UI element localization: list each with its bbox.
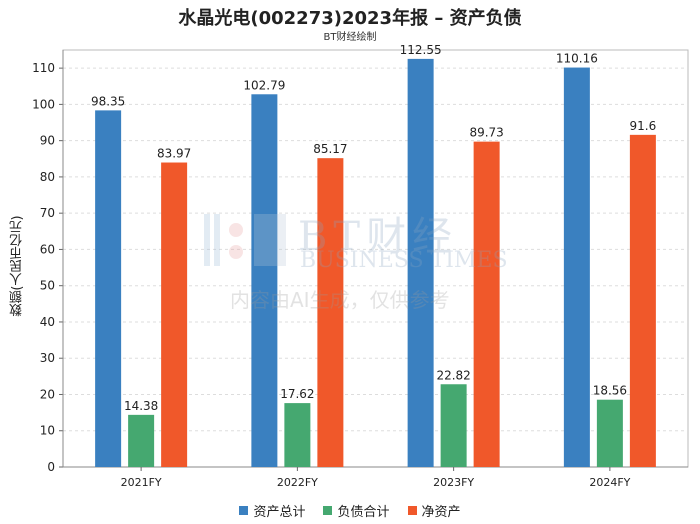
y-tick-label: 60 (40, 242, 55, 256)
bar-net-assets (161, 162, 188, 468)
legend-swatch-total-assets (239, 506, 249, 515)
y-tick-label: 20 (40, 387, 55, 401)
legend-label-net-assets: 净资产 (421, 505, 461, 520)
legend-label-total-liabilities: 负债合计 (337, 505, 390, 520)
y-tick-label: 30 (40, 351, 55, 365)
legend-item-total-liabilities[interactable]: 负债合计 (323, 501, 390, 520)
legend-item-net-assets[interactable]: 净资产 (407, 501, 461, 520)
x-tick-label: 2022FY (277, 476, 318, 489)
data-label-net-assets: 91.6 (630, 119, 657, 133)
legend-label-total-assets: 资产总计 (253, 505, 306, 520)
y-tick-label: 50 (40, 279, 55, 293)
bar-net-assets (317, 158, 344, 467)
y-tick-label: 70 (40, 206, 55, 220)
x-tick-label: 2021FY (121, 476, 162, 489)
y-tick-label: 100 (32, 97, 55, 111)
data-label-total-liabilities: 14.38 (124, 399, 158, 413)
x-tick-label: 2023FY (433, 476, 474, 489)
data-label-total-assets: 112.55 (400, 43, 442, 57)
bar-total-liabilities (440, 384, 467, 467)
bar-total-assets (95, 110, 122, 467)
y-tick-label: 10 (40, 424, 55, 438)
bar-total-liabilities (128, 414, 155, 467)
bar-net-assets (629, 134, 656, 467)
data-label-total-liabilities: 22.82 (436, 368, 470, 382)
y-tick-label: 40 (40, 315, 55, 329)
data-label-total-assets: 110.16 (556, 52, 598, 66)
bar-total-assets (407, 58, 434, 467)
x-tick-label: 2024FY (589, 476, 630, 489)
data-label-net-assets: 85.17 (313, 142, 347, 156)
bar-net-assets (473, 141, 500, 467)
bar-total-liabilities (284, 403, 311, 467)
y-tick-label: 90 (40, 134, 55, 148)
bar-total-liabilities (596, 399, 623, 467)
data-label-net-assets: 83.97 (157, 147, 191, 161)
chart-legend: 资产总计 负债合计 净资产 (0, 501, 700, 520)
legend-swatch-net-assets (407, 506, 417, 515)
legend-item-total-assets[interactable]: 资产总计 (239, 501, 305, 520)
y-tick-label: 80 (40, 170, 55, 184)
chart-subtitle: BT财经绘制 (323, 32, 377, 43)
data-label-total-liabilities: 18.56 (593, 384, 627, 398)
data-label-total-assets: 102.79 (243, 78, 285, 92)
legend-swatch-total-liabilities (323, 506, 333, 515)
chart-title: 水晶光电(002273)2023年报 – 资产负债 (178, 8, 522, 29)
data-label-total-assets: 98.35 (91, 94, 125, 108)
y-tick-label: 0 (47, 460, 55, 474)
data-label-total-liabilities: 17.62 (280, 387, 314, 401)
data-label-net-assets: 89.73 (469, 126, 503, 140)
bar-total-assets (251, 94, 278, 467)
y-tick-label: 110 (32, 61, 55, 75)
bar-total-assets (563, 67, 590, 467)
